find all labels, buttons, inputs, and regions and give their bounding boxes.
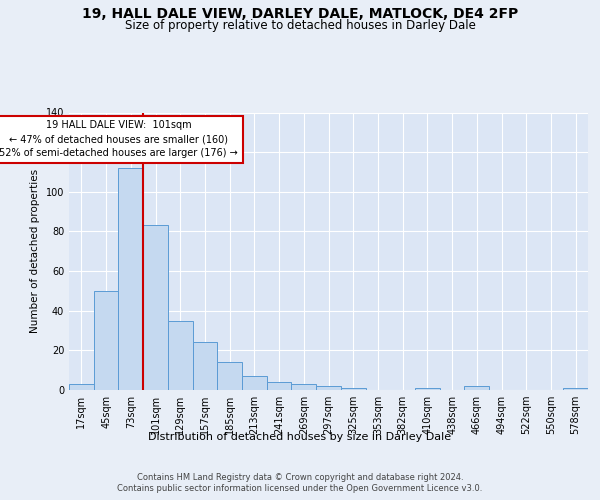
Text: 19, HALL DALE VIEW, DARLEY DALE, MATLOCK, DE4 2FP: 19, HALL DALE VIEW, DARLEY DALE, MATLOCK… <box>82 8 518 22</box>
Bar <box>118 168 143 390</box>
Bar <box>217 362 242 390</box>
Text: Contains HM Land Registry data © Crown copyright and database right 2024.: Contains HM Land Registry data © Crown c… <box>137 472 463 482</box>
Bar <box>143 226 168 390</box>
Bar <box>94 291 118 390</box>
Bar <box>316 386 341 390</box>
Text: Size of property relative to detached houses in Darley Dale: Size of property relative to detached ho… <box>125 19 475 32</box>
Text: 19 HALL DALE VIEW:  101sqm
← 47% of detached houses are smaller (160)
52% of sem: 19 HALL DALE VIEW: 101sqm ← 47% of detac… <box>0 120 238 158</box>
Bar <box>267 382 292 390</box>
Bar <box>415 388 440 390</box>
Bar <box>168 320 193 390</box>
Bar <box>292 384 316 390</box>
Text: Contains public sector information licensed under the Open Government Licence v3: Contains public sector information licen… <box>118 484 482 493</box>
Y-axis label: Number of detached properties: Number of detached properties <box>30 169 40 334</box>
Bar <box>69 384 94 390</box>
Bar <box>341 388 365 390</box>
Bar <box>193 342 217 390</box>
Bar <box>242 376 267 390</box>
Bar <box>464 386 489 390</box>
Text: Distribution of detached houses by size in Darley Dale: Distribution of detached houses by size … <box>148 432 452 442</box>
Bar <box>563 388 588 390</box>
